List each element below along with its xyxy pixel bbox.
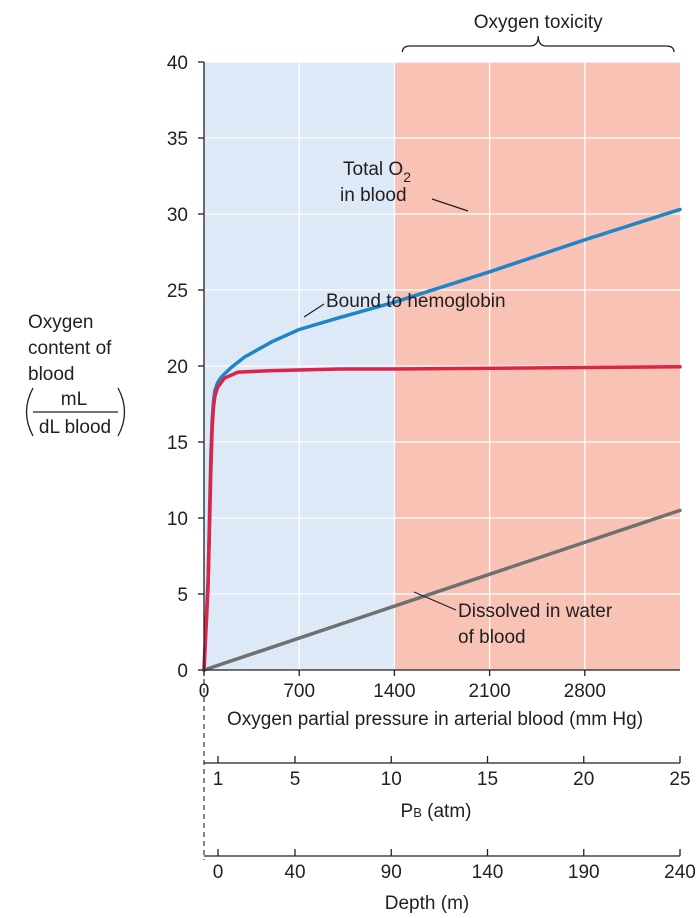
total-o2-label-line2: in blood	[340, 185, 407, 206]
y-axis-label-line2: content of	[28, 338, 112, 359]
x-tick-label-700: 700	[283, 681, 315, 702]
secondary-axis-1-tick-label-240: 240	[664, 862, 696, 883]
y-axis-label: Oxygen content of blood mL dL blood	[25, 312, 126, 438]
x-tick-label-2100: 2100	[468, 681, 510, 702]
pb-axis-title-rest: (atm)	[422, 801, 472, 822]
depth-axis-title: Depth (m)	[385, 893, 469, 914]
y-tick-label-20: 20	[167, 357, 188, 378]
y-tick-label-15: 15	[167, 433, 188, 454]
y-axis-unit-numerator: mL	[61, 389, 87, 410]
x-tick-label-1400: 1400	[373, 681, 415, 702]
y-axis-unit-denominator: dL blood	[39, 417, 111, 438]
secondary-axis-0-tick-label-25: 25	[669, 769, 690, 790]
secondary-axis-0-tick-label-5: 5	[290, 769, 301, 790]
secondary-axis-1-tick-label-190: 190	[568, 862, 600, 883]
secondary-axis-0-tick-label-10: 10	[381, 769, 402, 790]
hemoglobin-leader	[303, 303, 325, 318]
total-o2-leader	[431, 198, 469, 212]
toxicity-label: Oxygen toxicity	[474, 12, 603, 33]
y-tick-label-0: 0	[177, 661, 188, 682]
series-line-1	[202, 365, 682, 672]
x-axis-title: Oxygen partial pressure in arterial bloo…	[227, 709, 643, 730]
y-tick-label-10: 10	[167, 509, 188, 530]
dissolved-leader	[413, 591, 457, 611]
y-tick-label-35: 35	[167, 129, 188, 150]
hemoglobin-label: Bound to hemoglobin	[326, 291, 506, 312]
y-axis-label-line1: Oxygen	[28, 312, 93, 333]
dissolved-label-line2: of blood	[458, 627, 526, 648]
y-tick-label-5: 5	[177, 585, 188, 606]
series-line-2	[202, 508, 682, 672]
secondary-axis-0-tick-label-20: 20	[573, 769, 594, 790]
pb-axis-title-subscript: B	[413, 805, 422, 820]
y-tick-label-40: 40	[167, 53, 188, 74]
secondary-axis-1-tick-label-0: 0	[213, 862, 224, 883]
pb-axis-title-main: P	[401, 801, 414, 822]
pb-axis-title: PB (atm)	[401, 801, 472, 822]
y-axis-unit-right-paren	[117, 387, 126, 437]
dissolved-label-line1: Dissolved in water	[458, 601, 613, 622]
y-tick-label-30: 30	[167, 205, 188, 226]
secondary-axis-0-tick-label-1: 1	[213, 769, 224, 790]
y-axis-label-line3: blood	[28, 364, 75, 385]
secondary-axis-0-tick-label-15: 15	[477, 769, 498, 790]
secondary-axis-1-tick-label-90: 90	[381, 862, 402, 883]
y-axis-unit-left-paren	[25, 387, 34, 437]
total-o2-label-subscript: 2	[403, 169, 411, 185]
toxicity-bracket	[401, 35, 675, 53]
series-layer	[202, 207, 682, 672]
secondary-axis-1-tick-label-140: 140	[472, 862, 504, 883]
secondary-axis-1-tick-label-40: 40	[284, 862, 305, 883]
x-tick-label-2800: 2800	[564, 681, 606, 702]
y-tick-label-25: 25	[167, 281, 188, 302]
total-o2-label-main: Total O	[343, 159, 403, 180]
total-o2-label: Total O2	[343, 159, 411, 185]
